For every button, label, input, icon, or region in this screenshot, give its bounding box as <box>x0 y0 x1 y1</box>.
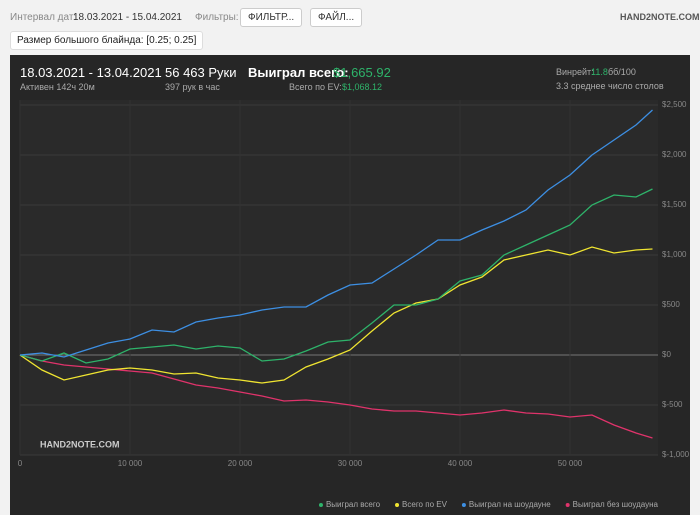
legend-marker <box>461 503 466 507</box>
winrate-value: 11.8 <box>591 67 608 77</box>
chart: $-1,000 $-500 $0 $500 $1,000 $1,500 $2,000 $2,5… <box>18 100 690 509</box>
y-tick-label: $-1,000 <box>662 450 690 459</box>
tables: 3.3 среднее число столов <box>556 81 664 91</box>
legend-marker <box>565 503 570 507</box>
filters-label: Фильтры: <box>195 12 239 23</box>
watermark: HAND2NOTE.COM <box>40 439 120 449</box>
filter-chip[interactable]: Размер большого блайнда: [0.25; 0.25] <box>10 31 204 50</box>
y-tick-label: $1,000 <box>662 250 687 259</box>
series-line <box>19 188 653 364</box>
active-time: Активен 142ч 20м <box>20 82 95 92</box>
x-tick-label: 50 000 <box>558 459 583 468</box>
ev-value: $1,068.12 <box>342 82 383 92</box>
ev-label: Всего по EV: <box>289 82 342 92</box>
won-label: Выиграл всего: <box>248 65 349 80</box>
legend-marker <box>395 503 400 507</box>
legend-marker <box>318 503 323 507</box>
y-tick-label: $2,000 <box>662 150 687 159</box>
legend-label: Выиграл на шоудауне <box>469 500 551 509</box>
y-tick-label: $1,500 <box>662 200 687 209</box>
legend-label: Всего по EV <box>402 500 448 509</box>
series-line <box>19 354 653 439</box>
y-tick-label: $-500 <box>662 400 683 409</box>
x-tick-label: 0 <box>18 459 23 468</box>
plot-area <box>20 100 658 455</box>
x-tick-label: 30 000 <box>338 459 363 468</box>
x-tick-label: 40 000 <box>448 459 473 468</box>
date-range[interactable]: 18.03.2021 - 15.04.2021 <box>73 12 182 23</box>
series-line <box>19 246 653 384</box>
graph-panel: 18.03.2021 - 13.04.2021 Активен 142ч 20м… <box>10 55 690 515</box>
file-button[interactable]: ФАЙЛ... <box>310 8 363 27</box>
date-label: Интервал дат: <box>10 12 77 23</box>
hands: 56 463 Руки <box>165 65 237 80</box>
legend-label: Выиграл без шоудауна <box>573 500 659 509</box>
y-tick-label: $500 <box>662 300 680 309</box>
y-tick-label: $2,500 <box>662 100 687 109</box>
x-tick-label: 10 000 <box>118 459 143 468</box>
winrate-label: Винрейт: <box>556 67 594 77</box>
period: 18.03.2021 - 13.04.2021 <box>20 65 162 80</box>
series-line <box>19 109 653 358</box>
hands-per-hour: 397 рук в час <box>165 82 220 92</box>
legend-label: Выиграл всего <box>326 500 381 509</box>
won-value: $1,665.92 <box>333 65 391 80</box>
x-tick-label: 20 000 <box>228 459 253 468</box>
y-tick-label: $0 <box>662 350 671 359</box>
winrate-unit: бб/100 <box>608 67 636 77</box>
logo: HAND2NOTE.COM <box>620 12 700 22</box>
filter-button[interactable]: ФИЛЬТР... <box>240 8 303 27</box>
